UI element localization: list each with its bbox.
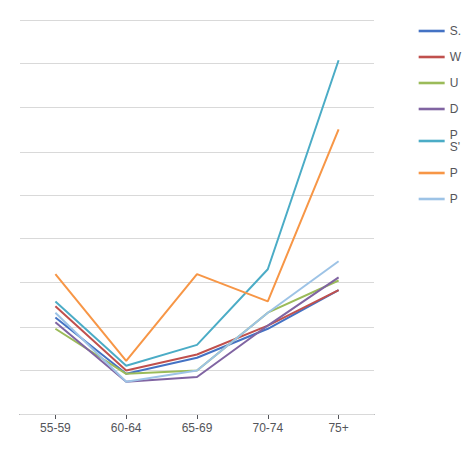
svg-text:P: P [449, 128, 458, 142]
svg-text:P: P [450, 192, 458, 206]
svg-text:D: D [450, 102, 459, 116]
svg-text:S': S' [450, 140, 460, 154]
svg-text:W: W [450, 50, 462, 64]
svg-text:U: U [450, 76, 459, 90]
svg-text:75+: 75+ [328, 421, 348, 435]
svg-text:70-74: 70-74 [252, 421, 283, 435]
svg-text:P: P [450, 166, 458, 180]
svg-text:S.: S. [450, 24, 461, 38]
svg-text:55-59: 55-59 [40, 421, 71, 435]
svg-text:65-69: 65-69 [182, 421, 213, 435]
svg-text:60-64: 60-64 [111, 421, 142, 435]
